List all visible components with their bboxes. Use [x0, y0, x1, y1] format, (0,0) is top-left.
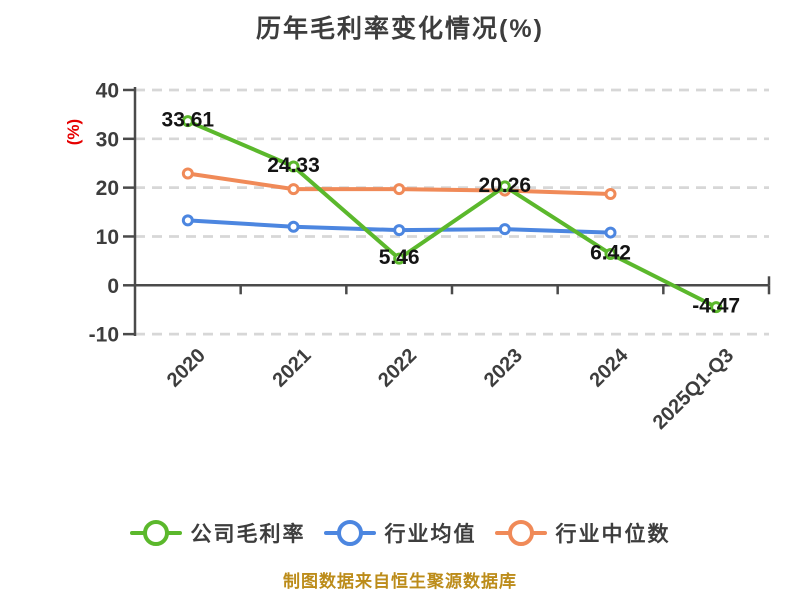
data-source-note: 制图数据来自恒生聚源数据库: [283, 572, 517, 591]
data-point-industry-median: [181, 167, 194, 180]
data-point-industry-median: [604, 187, 617, 200]
legend-label: 行业中位数: [555, 523, 671, 546]
data-point-company-gross-margin: [710, 301, 723, 314]
series-line-company-gross-margin: [185, 119, 719, 310]
y-tick-label: 30: [96, 128, 119, 151]
data-point-industry-median: [393, 183, 406, 196]
legend-dot-icon: [507, 520, 534, 546]
legend-label: 行业均值: [384, 523, 477, 546]
x-tick-label: 2025Q1-Q3: [649, 344, 738, 433]
data-point-industry-average: [181, 214, 194, 227]
data-point-value-label: 6.42: [590, 241, 631, 264]
legend-dot-icon: [142, 520, 169, 546]
y-tick-label: 0: [107, 275, 119, 298]
data-point-industry-median: [287, 183, 300, 196]
data-point-industry-average: [604, 226, 617, 239]
data-point-industry-average: [393, 224, 406, 237]
data-point-company-gross-margin: [181, 115, 194, 128]
x-tick-label: 2021: [268, 344, 315, 391]
data-point-value-label: -4.47: [692, 295, 740, 318]
data-point-industry-average: [287, 220, 300, 233]
data-point-value-label: 20.26: [479, 174, 532, 197]
legend-item-company-gross-margin: 公司毛利率: [129, 518, 306, 548]
legend-label: 公司毛利率: [190, 523, 306, 546]
y-tick-label: 20: [96, 177, 119, 200]
y-tick-label: 10: [96, 226, 119, 249]
data-point-company-gross-margin: [498, 180, 511, 193]
data-point-value-label: 24.33: [267, 154, 320, 177]
chart-legend: 公司毛利率 行业均值 行业中位数: [0, 518, 800, 548]
data-point-value-label: 5.46: [379, 246, 420, 269]
legend-line-dot-icon: [129, 520, 182, 546]
x-tick-label: 2024: [585, 344, 633, 392]
data-point-company-gross-margin: [393, 252, 406, 265]
data-point-company-gross-margin: [287, 160, 300, 173]
legend-line-dot-icon: [323, 520, 376, 546]
data-point-company-gross-margin: [604, 247, 617, 260]
y-tick-label: 40: [96, 79, 119, 102]
x-tick-label: 2022: [374, 344, 421, 391]
legend-line-dot-icon: [494, 520, 547, 546]
legend-item-industry-average: 行业均值: [323, 518, 477, 548]
x-tick-label: 2020: [163, 344, 210, 391]
line-chart-plot: 40 30 20 10 0 -10 2020 2021 2022 2023 2024 2025Q1-Q…: [89, 79, 771, 434]
data-point-industry-average: [498, 223, 511, 236]
chart-title: 历年毛利率变化情况(%): [256, 15, 544, 43]
legend-item-industry-median: 行业中位数: [494, 518, 671, 548]
legend-dot-icon: [336, 520, 363, 546]
y-tick-label: -10: [89, 324, 119, 347]
data-point-value-label: 33.61: [162, 109, 215, 132]
x-tick-label: 2023: [480, 344, 527, 391]
